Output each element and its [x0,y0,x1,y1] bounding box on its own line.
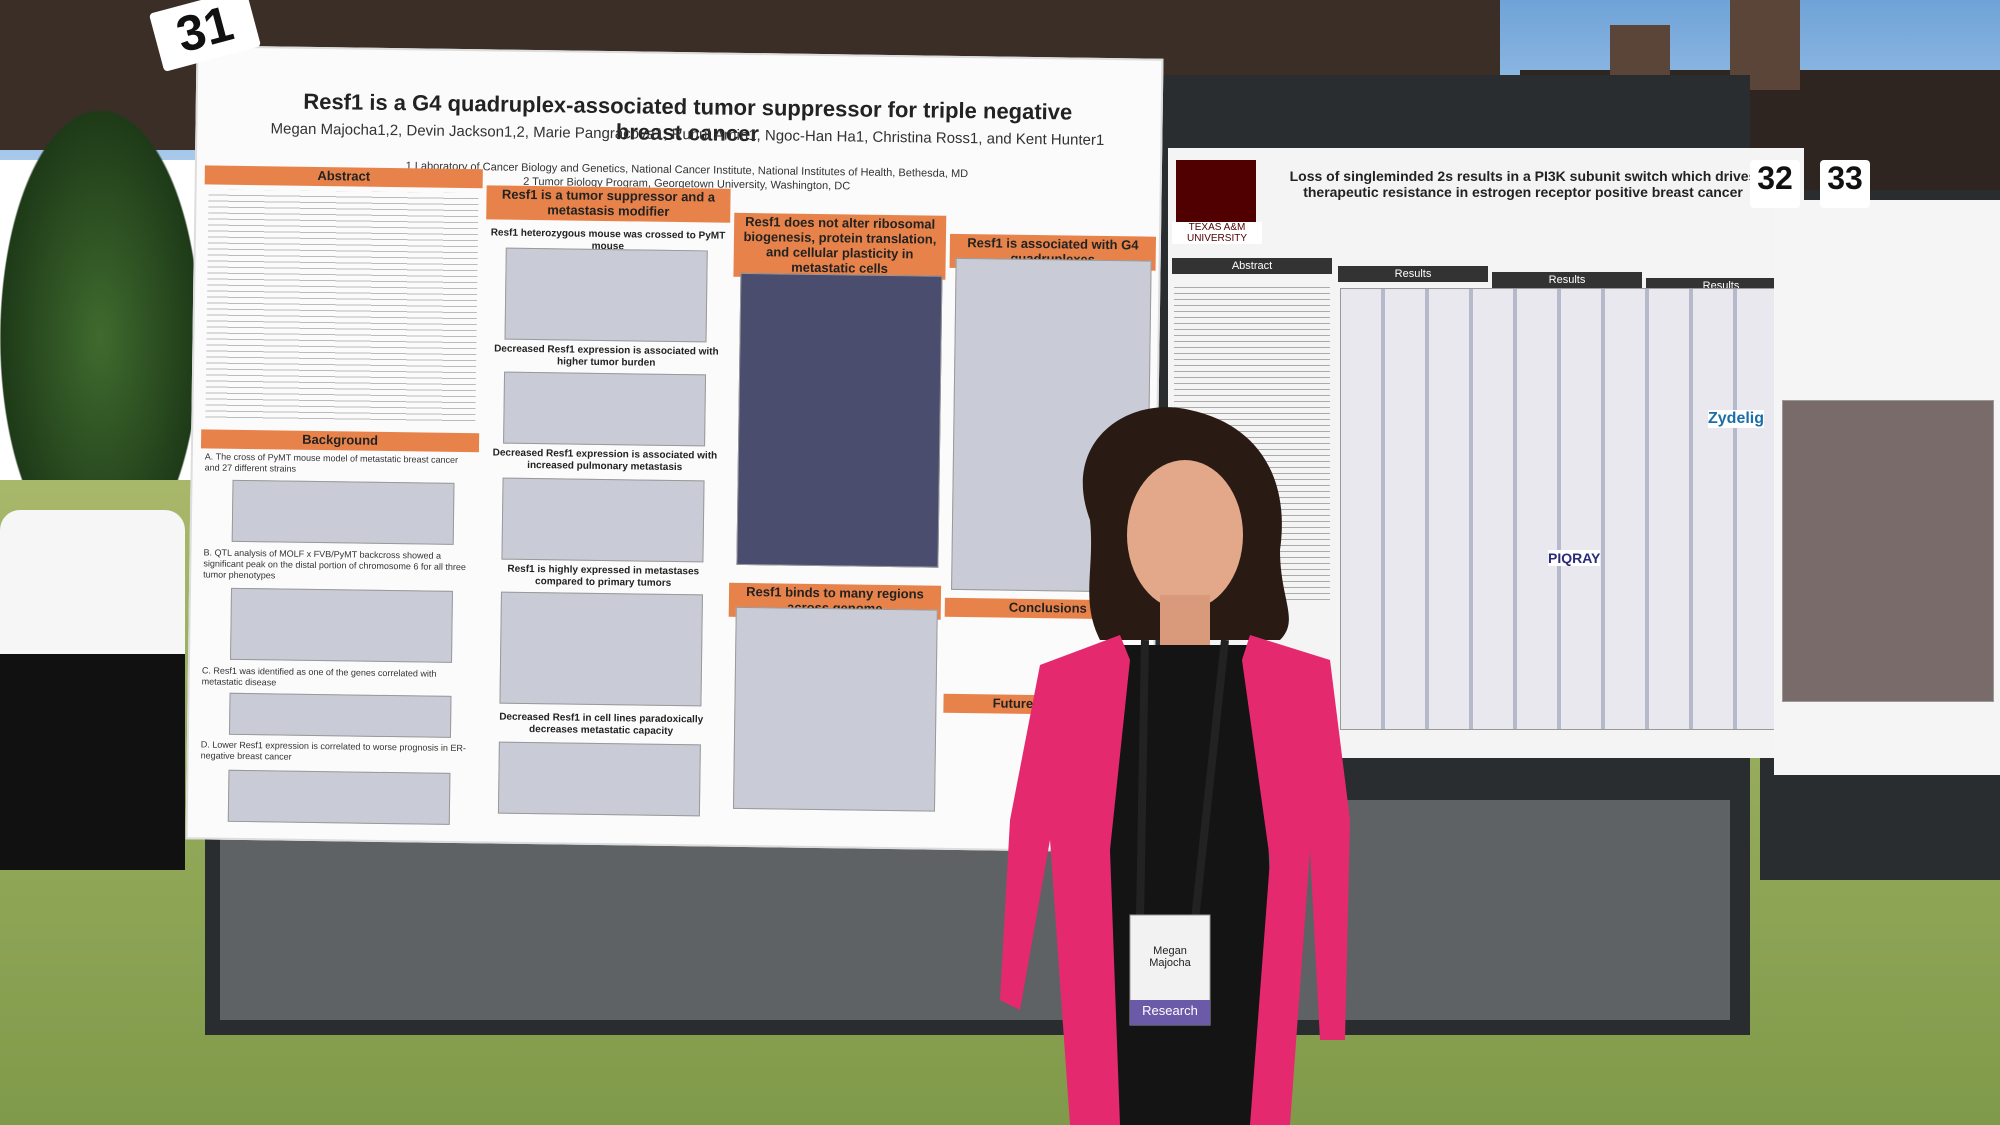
figure [501,477,705,563]
badge-ribbon-bg [1130,1000,1210,1025]
lanyard [1136,639,1149,921]
background-text: B. QTL analysis of MOLF x FVB/PyMT backc… [203,547,467,581]
face [1127,460,1243,610]
poster-number: 33 [1820,160,1870,208]
abstract-text [205,189,479,424]
section-heading: Results [1492,272,1642,288]
poster-center: TEXAS A&M UNIVERSITY Loss of singleminde… [1168,148,1804,758]
jacket [1000,635,1130,1125]
figure [231,479,455,545]
figure [732,606,938,812]
background-text: A. The cross of PyMT mouse model of meta… [204,451,459,474]
neck [1160,595,1210,645]
figure [736,272,943,568]
table [0,510,185,870]
subheading: Decreased Resf1 in cell lines paradoxica… [499,711,704,737]
figure [503,371,707,447]
lanyard [1191,639,1229,921]
university-name: TEXAS A&M UNIVERSITY [1172,222,1262,244]
brand-label: Zydelig [1708,410,1765,428]
poster-title: Loss of singleminded 2s results in a PI3… [1289,168,1757,200]
jacket [1242,635,1350,1125]
figure [1340,288,1798,730]
subheading: Decreased Resf1 expression is associated… [494,343,719,369]
figure [228,692,452,738]
poster-right [1774,200,2000,775]
subheading: Resf1 is highly expressed in metastases … [507,563,700,589]
figure [230,587,453,663]
figure [504,247,708,343]
background-text: D. Lower Resf1 expression is correlated … [200,739,466,762]
section-heading: Resf1 is a tumor suppressor and a metast… [486,185,731,223]
poster-number: 32 [1750,160,1800,208]
figure [497,741,701,817]
section-heading: Background [200,429,480,453]
section-heading: Resf1 does not alter ribosomal biogenesi… [733,212,947,280]
brand-label: PIQRAY [1548,550,1601,566]
figure [499,591,703,707]
person [1000,407,1350,1125]
subheading: Decreased Resf1 expression is associated… [492,447,718,473]
trees [0,110,200,490]
section-heading: Results [1338,266,1488,282]
section-heading: Abstract [204,165,483,189]
figure [1782,400,1994,702]
badge-ribbon: Research [1142,1003,1198,1018]
figure [227,769,451,825]
section-heading: Abstract [1172,258,1332,274]
badge-name: Megan Majocha [1149,945,1191,969]
background-text: C. Resf1 was identified as one of the ge… [201,665,437,688]
